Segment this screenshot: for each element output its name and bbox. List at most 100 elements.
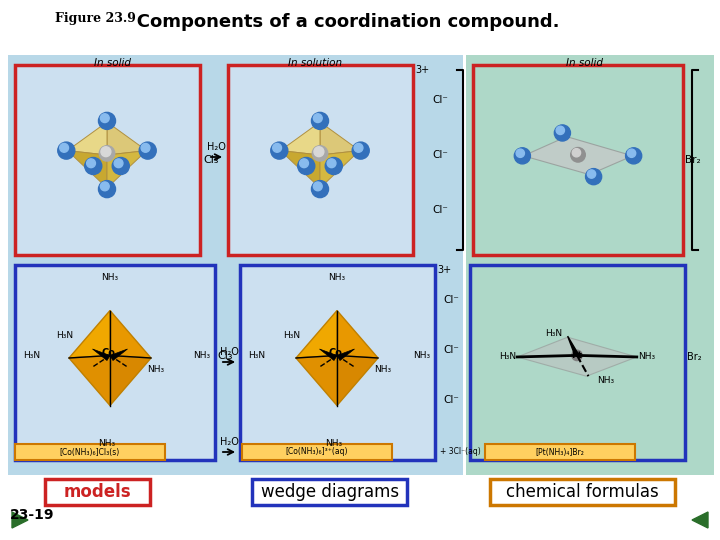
Text: NH₃: NH₃ [99,439,116,448]
Circle shape [585,168,602,185]
Text: In solution: In solution [288,58,342,68]
Text: H₃N: H₃N [248,352,265,361]
Text: NH₃: NH₃ [193,352,210,361]
Text: H₂O: H₂O [220,437,238,447]
Text: Components of a coordination compound.: Components of a coordination compound. [118,13,559,31]
Text: Cl⁻: Cl⁻ [443,395,459,405]
Circle shape [313,114,323,123]
Polygon shape [12,512,28,528]
Polygon shape [69,355,110,406]
Circle shape [100,182,109,191]
Text: H₃N: H₃N [545,328,562,338]
Circle shape [139,142,156,159]
Circle shape [572,148,580,157]
Polygon shape [296,310,337,358]
Polygon shape [320,151,359,188]
Text: Figure 23.9: Figure 23.9 [55,12,136,25]
Text: H₃N: H₃N [23,352,40,361]
Text: + 3Cl⁻(aq): + 3Cl⁻(aq) [440,448,481,456]
Polygon shape [68,122,107,155]
Circle shape [271,142,288,159]
Polygon shape [523,137,633,174]
Circle shape [85,158,102,174]
Text: models: models [63,483,131,501]
Circle shape [300,159,308,167]
Circle shape [312,112,328,130]
Text: Cl⁻: Cl⁻ [432,150,448,160]
Circle shape [112,158,130,174]
Bar [228,65,413,255]
Text: H₃N: H₃N [56,332,73,341]
Circle shape [101,147,111,157]
Text: NH₃: NH₃ [638,353,655,361]
Text: H₂O: H₂O [220,347,238,357]
Text: [Co(NH₃)₆]Cl₃(s): [Co(NH₃)₆]Cl₃(s) [60,448,120,456]
Circle shape [273,144,282,152]
Text: H₂O: H₂O [207,142,226,152]
Text: Cl⁻: Cl⁻ [443,295,459,305]
Text: Cl₃: Cl₃ [217,351,233,361]
Bar [15,444,165,460]
Circle shape [99,146,114,161]
Text: Co: Co [328,348,342,358]
Bar [473,65,683,255]
Text: NH₃: NH₃ [147,366,164,375]
Text: NH₃: NH₃ [325,439,343,448]
Bar [240,265,435,460]
Circle shape [114,159,123,167]
Polygon shape [567,336,579,355]
Text: Br₂: Br₂ [685,155,701,165]
Text: [Co(NH₃)₆]³⁺(aq): [Co(NH₃)₆]³⁺(aq) [286,448,348,456]
Bar [242,444,392,460]
Circle shape [314,147,324,157]
Bar [490,479,675,505]
Text: NH₃: NH₃ [328,273,346,282]
Text: [Pt(NH₃)₄]Br₂: [Pt(NH₃)₄]Br₂ [536,448,585,456]
Text: NH₃: NH₃ [413,352,430,361]
Circle shape [313,182,323,191]
Text: NH₃: NH₃ [597,376,614,385]
Bar [8,55,463,475]
Polygon shape [69,310,110,358]
Text: wedge diagrams: wedge diagrams [261,483,399,501]
Circle shape [588,170,595,178]
Text: In solid: In solid [94,58,130,68]
Circle shape [60,144,68,152]
Polygon shape [110,349,127,361]
Text: Pt: Pt [572,351,582,360]
Text: chemical formulas: chemical formulas [505,483,658,501]
Text: Cl₃: Cl₃ [203,155,218,165]
Circle shape [554,125,570,141]
Circle shape [352,142,369,159]
Circle shape [312,180,328,198]
Circle shape [99,180,115,198]
Circle shape [516,149,524,157]
Circle shape [354,144,363,152]
Circle shape [141,144,150,152]
Text: NH₃: NH₃ [102,273,119,282]
Polygon shape [320,122,359,155]
Circle shape [556,126,564,134]
Polygon shape [337,310,378,358]
Circle shape [86,159,96,167]
Text: NH₃: NH₃ [374,366,391,375]
Text: 3+: 3+ [415,65,429,75]
Polygon shape [110,355,151,406]
Polygon shape [92,349,110,361]
Circle shape [99,112,115,130]
Text: In solid: In solid [567,58,603,68]
Polygon shape [68,151,107,188]
Bar [252,479,407,505]
Text: Cl⁻: Cl⁻ [443,345,459,355]
Circle shape [627,149,636,157]
Text: Br₂: Br₂ [687,352,701,362]
Circle shape [514,148,531,164]
Polygon shape [517,337,636,376]
Text: 23-19: 23-19 [10,508,55,522]
Circle shape [312,146,328,161]
Text: H₃N: H₃N [283,332,300,341]
Circle shape [298,158,315,174]
Circle shape [327,159,336,167]
Text: Co: Co [101,348,115,358]
Polygon shape [107,151,147,188]
